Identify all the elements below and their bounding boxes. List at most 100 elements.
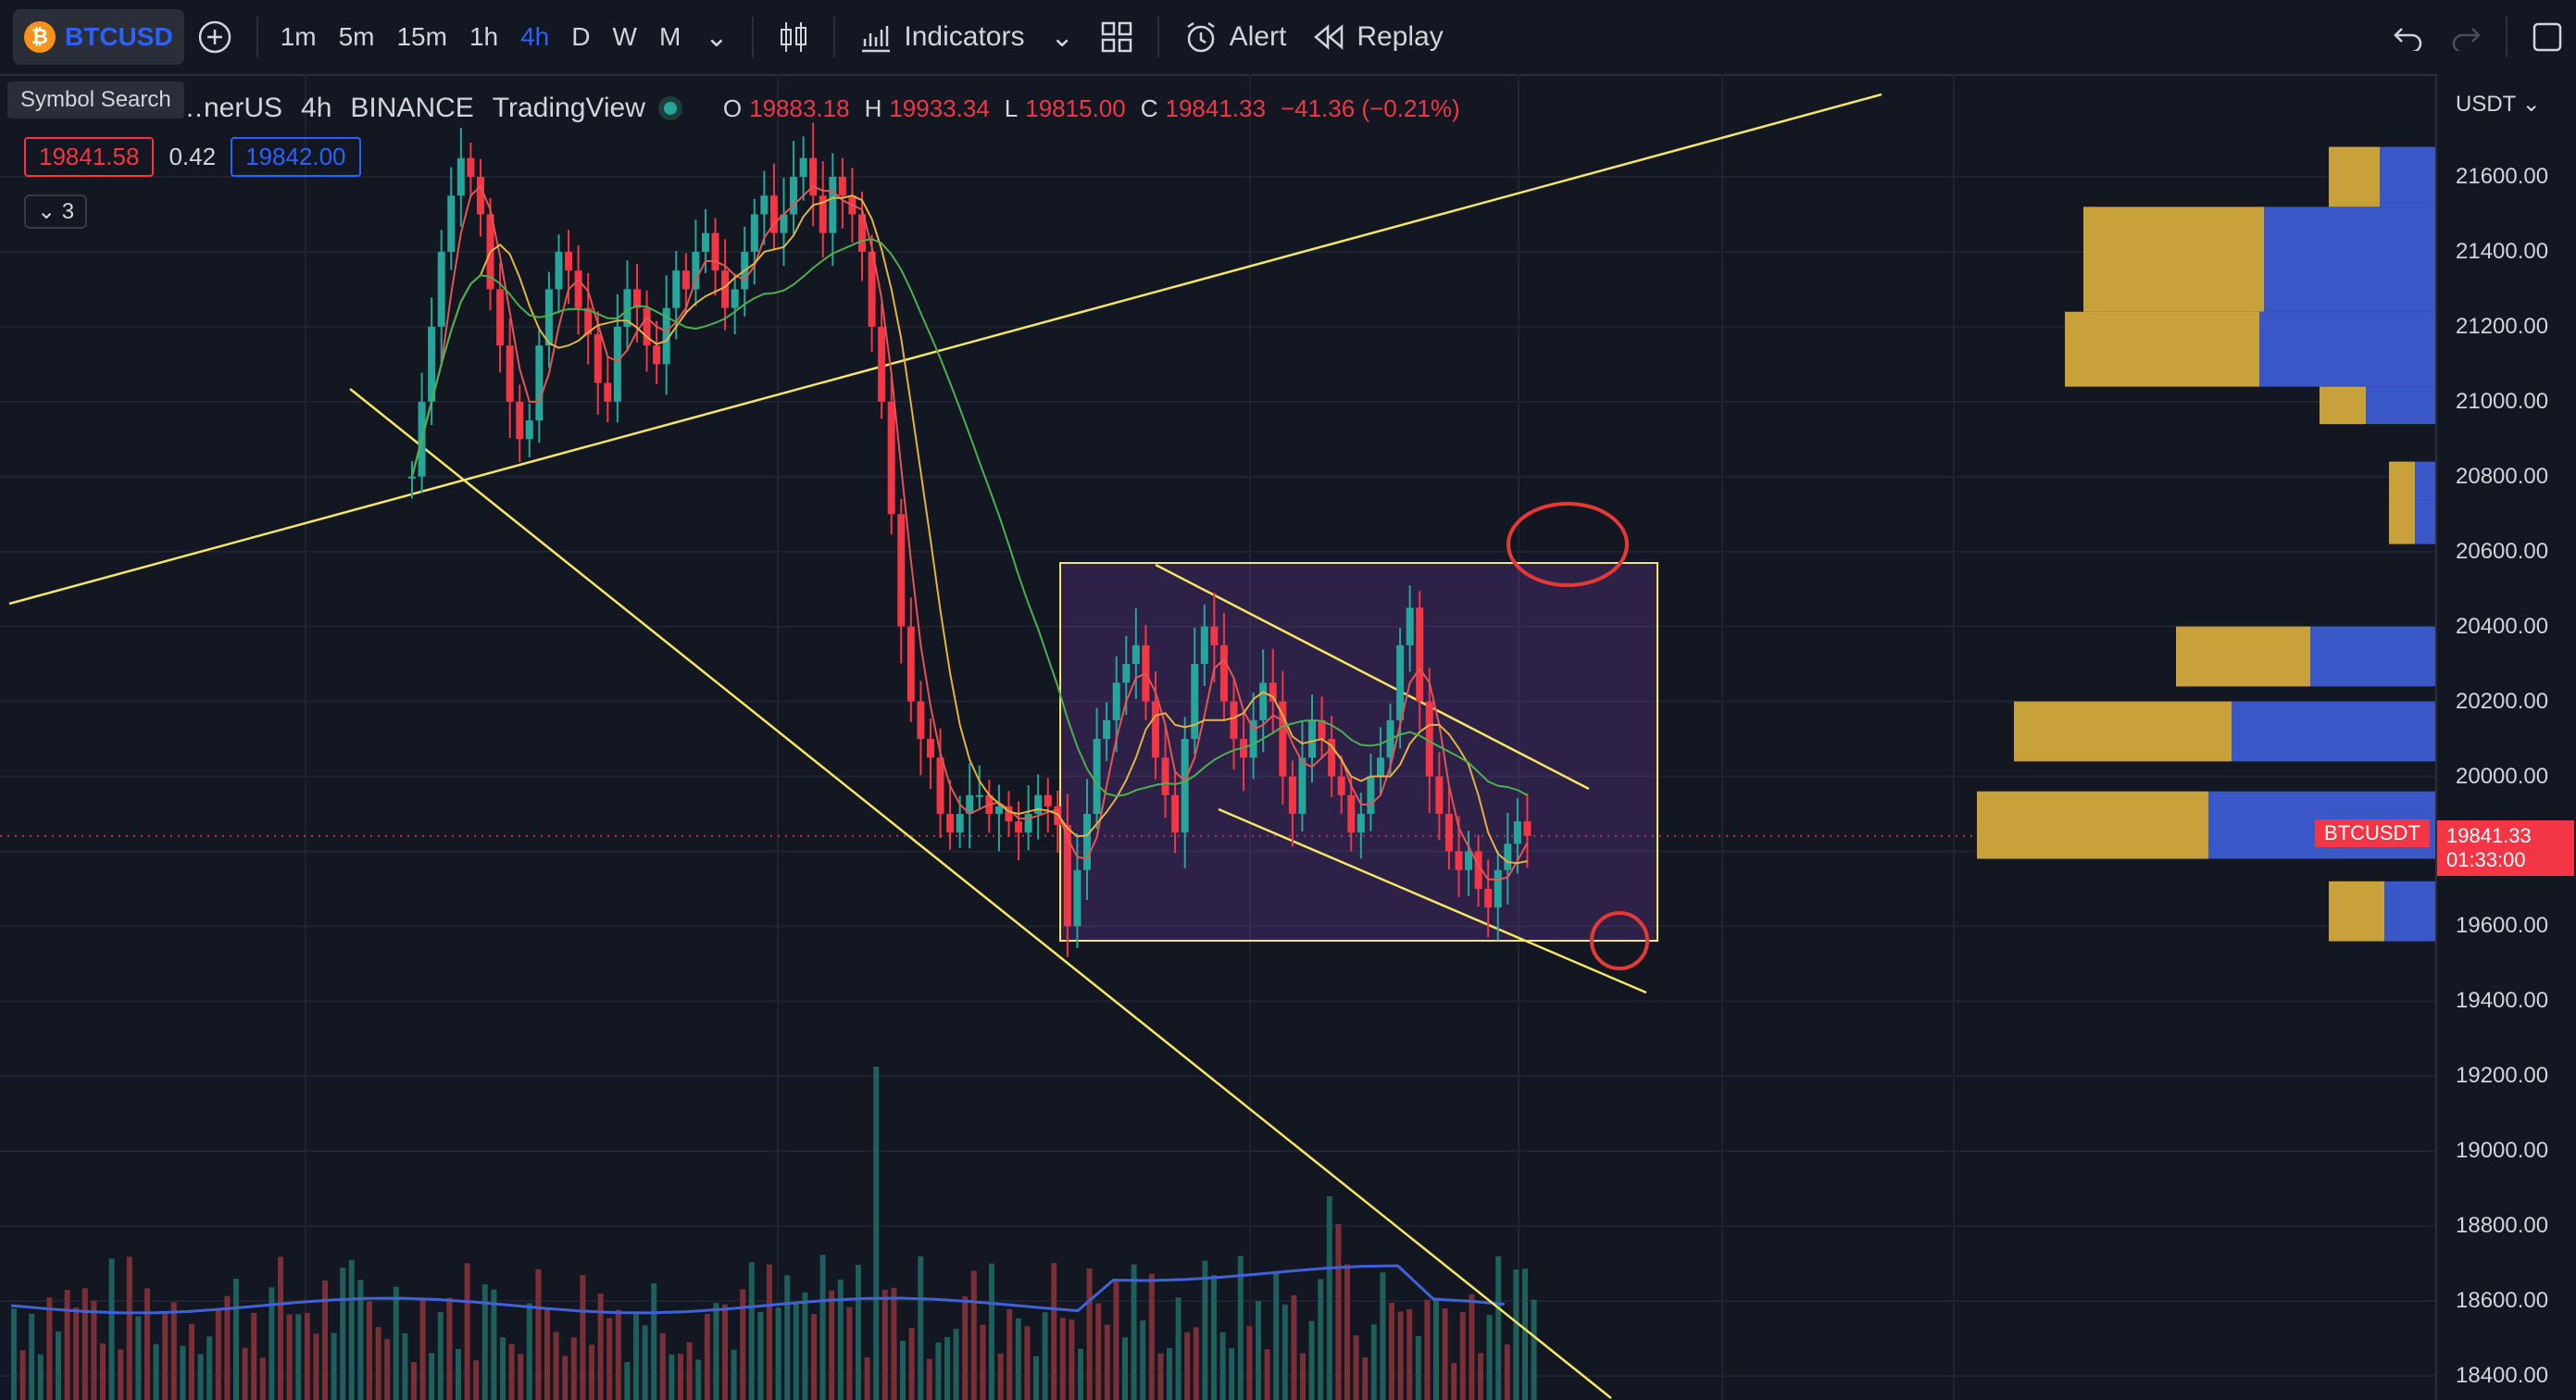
volume-profile-buy-bar: [2329, 881, 2384, 942]
price-axis[interactable]: USDT ⌄ 21600.00 21400.00 21200.00 21000.00 2…: [2435, 74, 2576, 1400]
candle-body: [731, 289, 739, 308]
volume-bar: [678, 1354, 683, 1400]
timeframe-w[interactable]: W: [612, 22, 637, 51]
indicators-dropdown-chevron-icon[interactable]: ⌄: [1050, 21, 1074, 53]
toolbar-divider: [256, 17, 258, 57]
chart-type-button[interactable]: [765, 0, 822, 74]
currency-selector[interactable]: USDT ⌄: [2456, 92, 2541, 117]
volume-bar: [81, 1288, 88, 1400]
candle-body: [1504, 844, 1512, 870]
price-axis-label: 20400.00: [2456, 613, 2549, 639]
timeframe-m[interactable]: M: [658, 22, 682, 51]
alert-button[interactable]: Alert: [1170, 0, 1300, 74]
toolbar-divider: [2506, 17, 2507, 57]
volume-bar: [11, 1308, 17, 1400]
volume-bar: [1370, 1324, 1377, 1400]
timeframe-15m[interactable]: 15m: [396, 22, 447, 51]
redo-button[interactable]: [2437, 0, 2495, 74]
candle-body: [966, 794, 974, 814]
timeframe-d[interactable]: D: [571, 22, 591, 51]
volume-bar: [997, 1353, 1004, 1400]
candle-body: [1015, 821, 1023, 833]
volume-profile-sell-bar: [2415, 461, 2435, 500]
candle-body: [829, 177, 837, 233]
timeframe-1h[interactable]: 1h: [469, 22, 499, 51]
candle-body: [936, 757, 944, 814]
volume-profile-sell-bar: [2310, 626, 2435, 687]
layouts-button[interactable]: [1087, 0, 1146, 74]
candle-body: [565, 251, 573, 271]
volume-bar: [669, 1354, 675, 1400]
volume-bar: [989, 1263, 994, 1400]
currency-label: USDT: [2456, 92, 2516, 117]
candle-body: [506, 345, 514, 402]
volume-bar: [269, 1287, 275, 1400]
candle-body: [456, 157, 465, 196]
candle-body: [1455, 851, 1463, 870]
volume-bar: [251, 1312, 257, 1400]
undo-button[interactable]: [2380, 0, 2437, 74]
volume-bar: [704, 1314, 710, 1400]
candle-body: [1347, 794, 1356, 833]
volume-bar: [295, 1314, 302, 1400]
candle-body: [447, 195, 456, 252]
candle-body: [956, 813, 964, 833]
volume-profile-buy-bar: [2389, 499, 2415, 544]
volume-bar: [180, 1345, 186, 1400]
volume-bar: [1104, 1324, 1110, 1400]
volume-bar: [242, 1347, 248, 1400]
volume-bar: [1069, 1319, 1075, 1400]
timeframe-5m[interactable]: 5m: [338, 22, 375, 51]
volume-bar: [731, 1349, 737, 1400]
buy-price-button[interactable]: 19842.00: [231, 137, 361, 177]
bid-ask-panel: 19841.58 0.42 19842.00: [24, 137, 361, 177]
current-price-value: 19841.33: [2446, 824, 2532, 847]
candle-body: [1318, 719, 1326, 740]
volume-bar: [1122, 1337, 1128, 1400]
candle-body: [1396, 644, 1405, 720]
volume-bar: [633, 1312, 639, 1400]
volume-bar: [411, 1362, 417, 1400]
trendline-support: [8, 93, 1882, 606]
candle-body: [1024, 813, 1032, 833]
volume-bar: [1033, 1356, 1039, 1400]
volume-bar: [1433, 1297, 1439, 1400]
volume-bar: [419, 1297, 426, 1400]
fullscreen-button[interactable]: [2519, 0, 2576, 74]
volume-bar: [108, 1258, 115, 1400]
timeframe-dropdown-chevron-icon[interactable]: ⌄: [705, 21, 729, 53]
volume-bar: [544, 1307, 550, 1400]
candle-body: [994, 806, 1003, 814]
volume-profile-sell-bar: [2264, 206, 2435, 312]
indicators-collapse-toggle[interactable]: ⌄ 3: [24, 194, 88, 229]
candle-body: [1249, 719, 1257, 758]
volume-profile-buy-bar: [2083, 206, 2264, 312]
high-value: 19933.34: [889, 94, 990, 122]
ohlc-values: O 19883.18 H 19933.34 L 19815.00 C 19841.33 …: [723, 94, 1460, 123]
alarm-clock-icon: [1186, 21, 1215, 53]
volume-bar: [819, 1255, 826, 1400]
undo-icon: [2394, 28, 2422, 51]
sell-price-button[interactable]: 19841.58: [24, 137, 155, 177]
symbol-search-button[interactable]: ₿ BTCUSD: [13, 9, 184, 65]
replay-button[interactable]: Replay: [1299, 0, 1456, 74]
volume-bar: [589, 1344, 594, 1400]
volume-bar: [597, 1294, 604, 1400]
volume-bar: [1486, 1315, 1493, 1400]
price-chart[interactable]: [0, 74, 2435, 1400]
timeframe-1m[interactable]: 1m: [280, 22, 317, 51]
volume-bar: [570, 1337, 577, 1400]
timeframe-4h[interactable]: 4h: [520, 22, 550, 51]
candle-body: [1367, 776, 1375, 814]
compare-symbol-button[interactable]: [184, 0, 245, 74]
volume-profile-buy-bar: [1977, 791, 2208, 859]
indicators-button[interactable]: Indicators: [846, 0, 1037, 74]
volume-bar: [1015, 1318, 1021, 1400]
volume-bar: [1291, 1294, 1297, 1400]
candle-body: [1063, 825, 1071, 927]
volume-bar: [224, 1295, 231, 1400]
indicators-label: Indicators: [904, 21, 1025, 52]
legend-interval: 4h: [301, 93, 332, 123]
ma-fast-line: [411, 184, 1529, 881]
volume-bar: [1193, 1327, 1199, 1400]
